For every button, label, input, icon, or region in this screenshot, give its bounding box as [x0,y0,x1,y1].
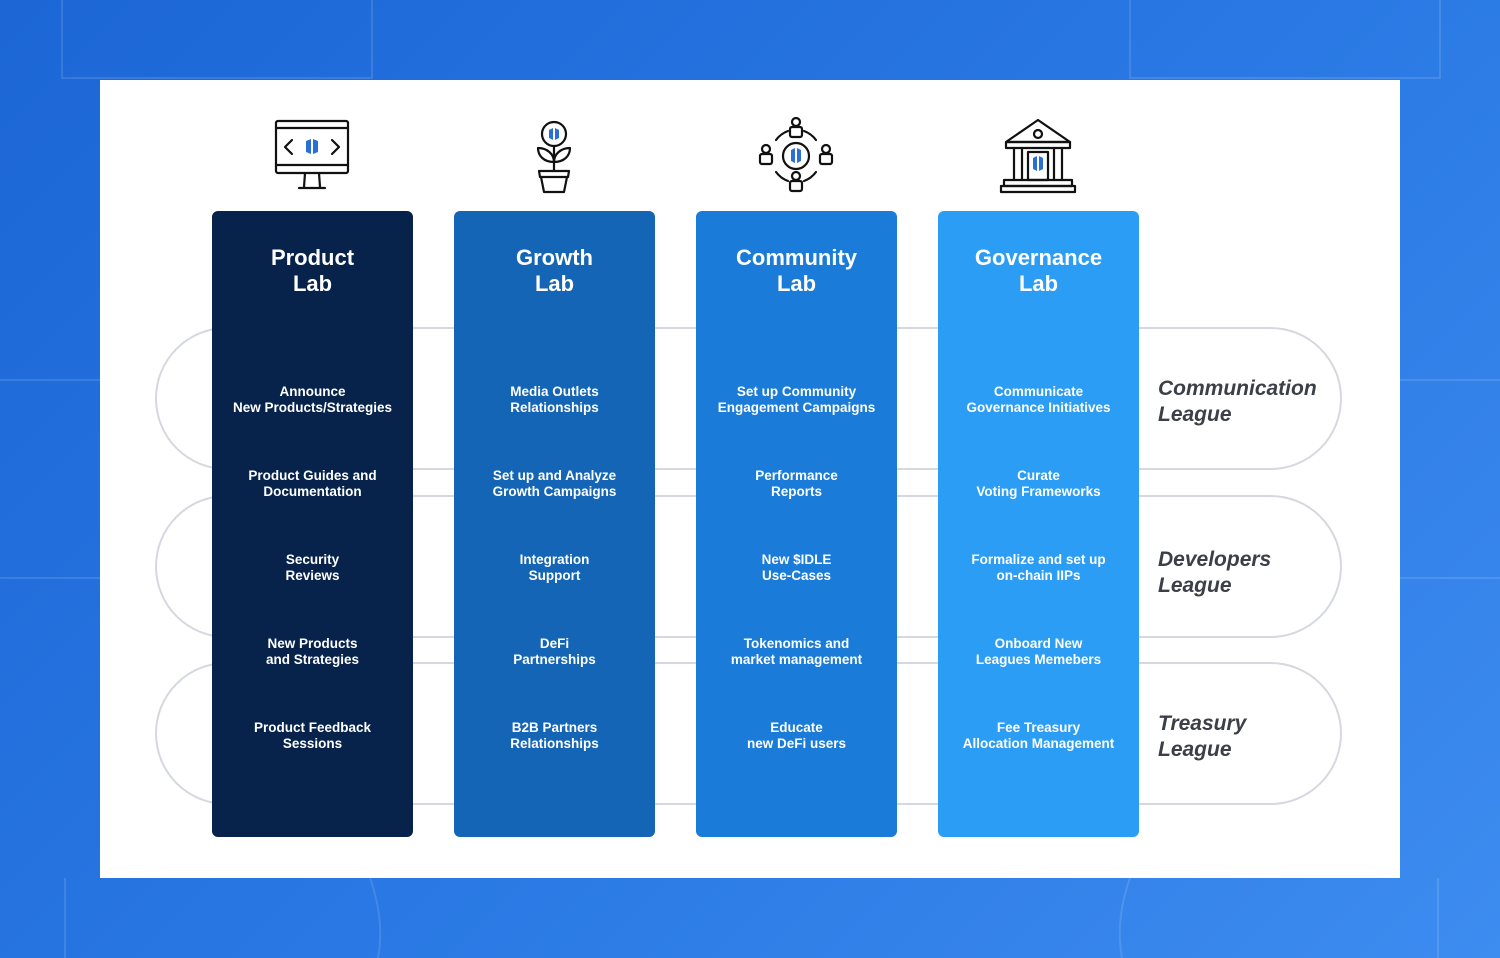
column-title: Product Lab [270,245,355,296]
community-circle-icon [758,116,834,193]
task-item: Performance Reports [755,468,838,499]
task-item: DeFi Partnerships [513,636,596,667]
column-title: Community Lab [736,245,857,296]
growth-lab-column: Growth Lab Media Outlets Relationships S… [454,211,655,837]
task-item: Formalize and set up on-chain IIPs [971,552,1106,583]
task-item: Curate Voting Frameworks [976,468,1101,499]
task-item: New Products and Strategies [265,636,360,667]
task-item: Announce New Products/Strategies [232,384,393,415]
monitor-code-icon [274,119,350,190]
potted-plant-icon [536,120,572,194]
task-item: Media Outlets Relationships [510,384,599,415]
task-item: Communicate Governance Initiatives [966,384,1111,415]
governance-lab-column: Governance Lab Communicate Governance In… [938,211,1139,837]
task-item: Fee Treasury Allocation Management [962,720,1115,751]
task-item: Set up and Analyze Growth Campaigns [492,468,617,499]
task-item: Onboard New Leagues Memebers [975,636,1102,667]
task-item: Integration Support [519,552,590,583]
diagram-card: Communication League Developers League T… [100,80,1400,878]
task-item: Tokenomics and market management [730,636,863,667]
task-item: Educate new DeFi users [746,720,847,751]
task-item: Product Feedback Sessions [253,720,372,751]
task-item: Set up Community Engagement Campaigns [717,384,876,415]
league-label-communication: Communication League [1158,377,1317,426]
government-building-icon [999,118,1077,194]
task-item: Security Reviews [285,552,340,583]
product-lab-column: Product Lab Announce New Products/Strate… [212,211,413,837]
task-item: New $IDLE Use-Cases [761,552,832,583]
task-item: B2B Partners Relationships [510,720,599,751]
league-label-developers: Developers League [1158,548,1272,597]
task-item: Product Guides and Documentation [248,468,377,499]
league-label-treasury: Treasury League [1158,712,1247,761]
column-title: Governance Lab [974,245,1103,296]
community-lab-column: Community Lab Set up Community Engagemen… [696,211,897,837]
column-title: Growth Lab [516,245,593,296]
